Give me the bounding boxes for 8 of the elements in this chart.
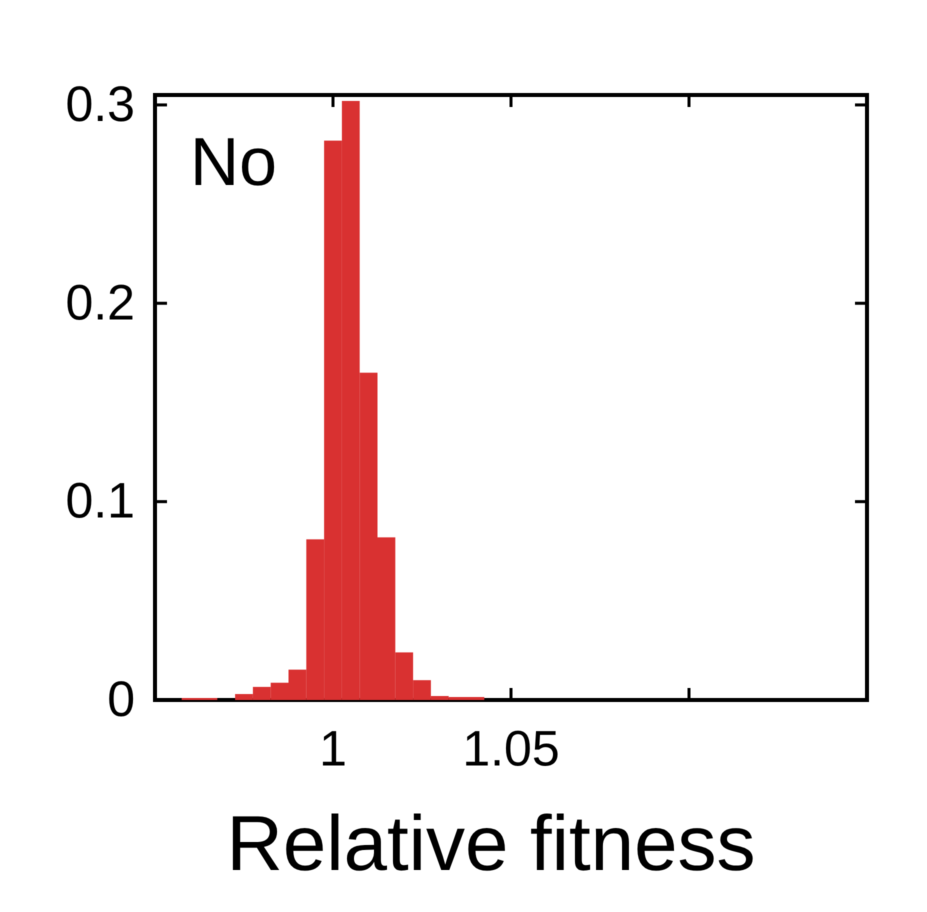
x-tick-label: 1 — [319, 720, 347, 776]
annotation: No — [190, 124, 277, 200]
y-tick-label: 0.3 — [65, 76, 135, 132]
y-tick-label: 0.2 — [65, 274, 135, 330]
x-tick-label: 1.05 — [462, 720, 560, 776]
y-tick-label: 0.1 — [65, 472, 135, 529]
x-axis-title: Relative fitness — [226, 799, 756, 887]
y-tick-label: 0 — [107, 671, 135, 727]
